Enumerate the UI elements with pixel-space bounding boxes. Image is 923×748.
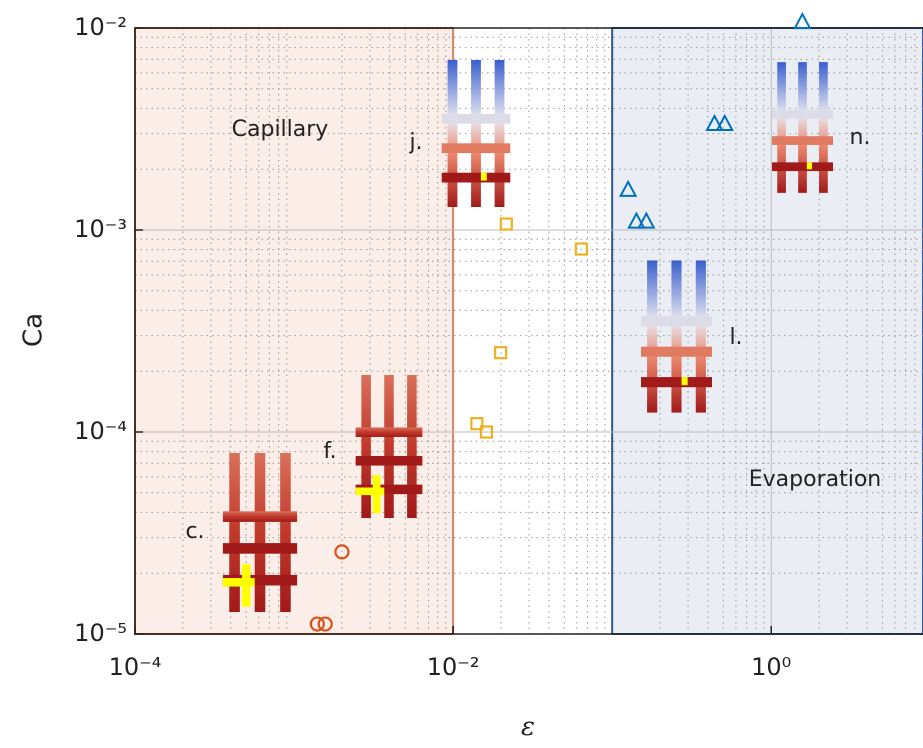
- y-tick-label: 10⁻⁴: [74, 417, 127, 445]
- y-tick-label: 10⁻²: [74, 13, 127, 41]
- point: [317, 616, 333, 632]
- point: [574, 242, 588, 256]
- inset-label: c.: [185, 519, 204, 544]
- x-tick-label: 10⁻²: [427, 653, 480, 681]
- inset-label: j.: [408, 130, 422, 155]
- point: [793, 11, 812, 30]
- inset-label: n.: [850, 125, 871, 150]
- point: [705, 113, 724, 131]
- inset-label: f.: [323, 439, 336, 464]
- x-tick-label: 10⁻⁴: [109, 653, 162, 681]
- point: [499, 217, 513, 231]
- point: [494, 346, 508, 360]
- region: [611, 27, 923, 635]
- axis-frame: [134, 27, 923, 635]
- x-axis-label: ε: [521, 712, 535, 742]
- insets: c. f. j. l. n.: [185, 60, 870, 612]
- point: [637, 211, 656, 229]
- inset-label: l.: [729, 325, 742, 350]
- point: [470, 417, 484, 431]
- region-label: Capillary: [232, 117, 329, 142]
- region: [134, 27, 455, 635]
- point: [715, 113, 734, 131]
- inset-image: [772, 62, 833, 193]
- y-tick-label: 10⁻³: [74, 215, 127, 243]
- inset-image: [641, 260, 712, 413]
- point: [334, 544, 350, 560]
- point: [618, 179, 638, 197]
- inset-image: [355, 375, 423, 518]
- inset-image: [441, 60, 511, 207]
- inset-image: [222, 453, 298, 612]
- point: [479, 425, 494, 439]
- region-label: Evaporation: [749, 467, 882, 492]
- point: [309, 616, 325, 632]
- point: [627, 211, 646, 229]
- x-tick-label: 10⁰: [751, 653, 791, 681]
- y-axis-label: Ca: [19, 313, 49, 347]
- y-tick-label: 10⁻⁵: [74, 619, 127, 647]
